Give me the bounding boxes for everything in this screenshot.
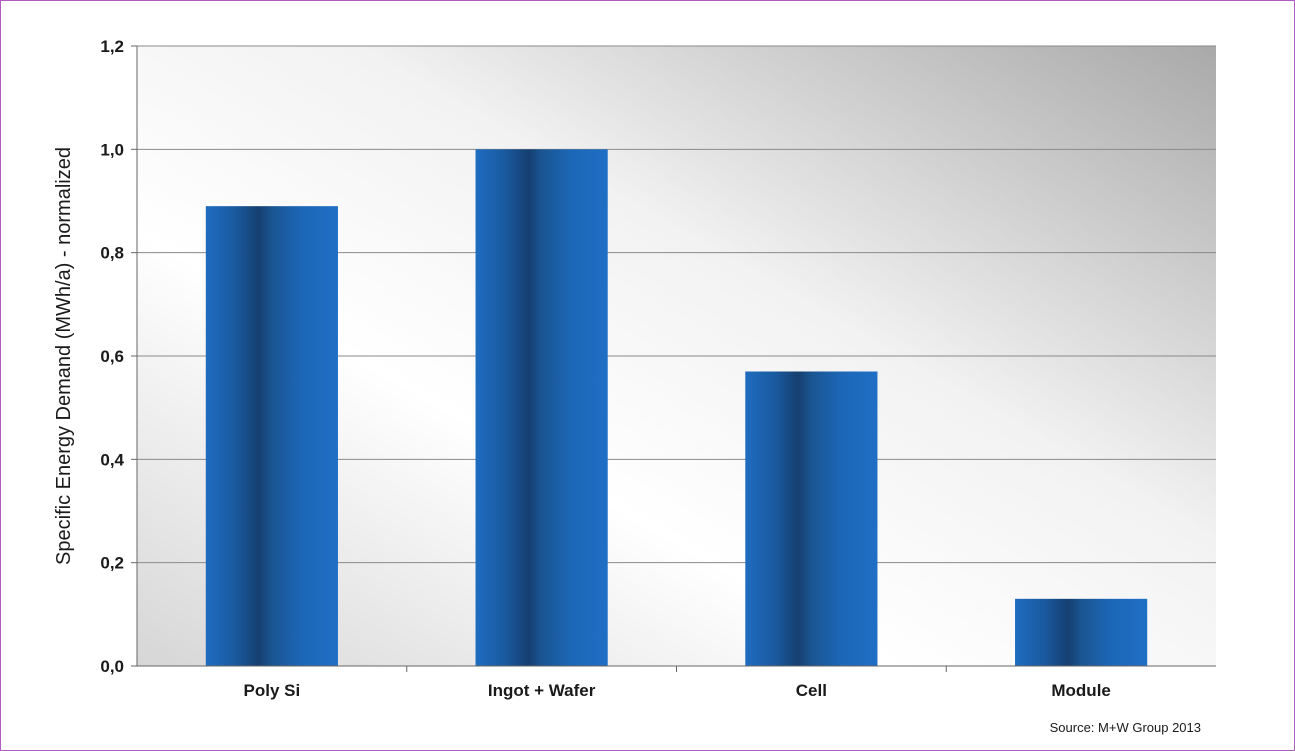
bar-cell [745, 371, 878, 666]
y-tick-label: 0,4 [100, 450, 124, 469]
bar-poly-si [205, 206, 338, 666]
bars [205, 149, 1148, 667]
y-tick-label: 0,8 [100, 244, 124, 263]
x-category-label: Cell [796, 681, 827, 700]
axes [131, 45, 1216, 672]
bar-ingot-wafer [475, 149, 608, 667]
source-note: Source: M+W Group 2013 [1049, 720, 1201, 735]
x-category-label: Ingot + Wafer [488, 681, 596, 700]
x-category-label: Module [1051, 681, 1111, 700]
x-category-label: Poly Si [244, 681, 301, 700]
bar-module [1015, 598, 1148, 666]
y-axis-label: Specific Energy Demand (MWh/a) - normali… [53, 147, 75, 565]
x-category-labels: Poly Si Ingot + Wafer Cell Module [244, 681, 1111, 700]
y-tick-label: 0,0 [100, 657, 124, 676]
y-tick-label: 1,0 [100, 140, 124, 159]
y-tick-labels: 0,0 0,2 0,4 0,6 0,8 1,0 1,2 [100, 37, 124, 676]
y-tick-label: 0,2 [100, 554, 124, 573]
y-tick-label: 0,6 [100, 347, 124, 366]
y-tick-label: 1,2 [100, 37, 124, 56]
